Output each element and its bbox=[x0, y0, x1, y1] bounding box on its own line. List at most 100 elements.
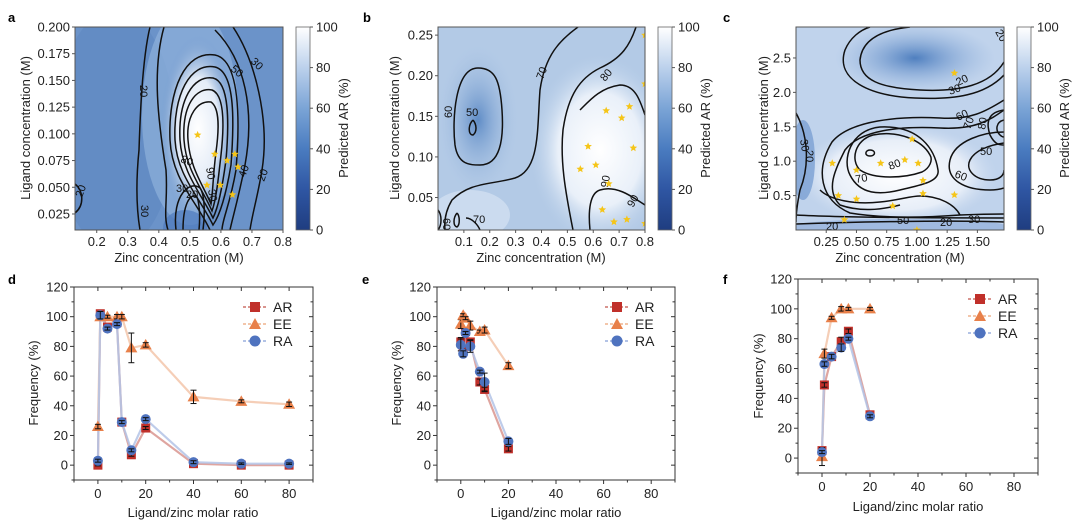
legend-label-ar: AR bbox=[635, 299, 654, 315]
contour-label: 20 bbox=[954, 73, 970, 89]
contour-label: 50 bbox=[897, 215, 909, 227]
heatmap-a: 20 20 30 30 30 50 80 90 40 20 30 20 bbox=[74, 27, 283, 230]
x-tick-label: 60 bbox=[596, 486, 610, 501]
legend-marker-ar bbox=[975, 294, 985, 304]
y-axis-label-b: Ligand concentration (M) bbox=[387, 56, 402, 200]
y-tick-label: 20 bbox=[778, 421, 792, 436]
x-tick-label: 0.8 bbox=[636, 234, 654, 249]
y-tick-label: 80 bbox=[778, 331, 792, 346]
contour-line bbox=[588, 188, 645, 230]
contour-line bbox=[796, 214, 1004, 219]
x-tick-label: 1.50 bbox=[965, 234, 990, 249]
contour-line bbox=[136, 27, 151, 230]
contour-line bbox=[179, 77, 229, 220]
y-tick-label: 100 bbox=[409, 309, 431, 324]
legend-marker-ra bbox=[611, 335, 623, 347]
x-tick-label: 0 bbox=[94, 486, 101, 501]
legend-label-ra: RA bbox=[273, 333, 293, 349]
y-tick-label: 0 bbox=[61, 458, 68, 473]
star-marker bbox=[919, 176, 927, 184]
star-marker bbox=[617, 113, 626, 122]
x-tick-label: 0.7 bbox=[243, 234, 261, 249]
contour-line bbox=[948, 131, 1004, 191]
y-tick-label: 40 bbox=[54, 398, 68, 413]
contour-label: 50 bbox=[466, 107, 478, 119]
axes-a: 0.2 0.3 0.4 0.5 0.6 0.7 0.8 0.025 0.050 0.075 0.10… bbox=[37, 20, 292, 250]
x-tick-label: 0.4 bbox=[150, 234, 168, 249]
contour-line bbox=[846, 126, 939, 194]
contour-label: 20 bbox=[74, 183, 89, 199]
star-marker bbox=[193, 130, 202, 139]
y-tick-label: 60 bbox=[54, 369, 68, 384]
contour-line bbox=[156, 27, 169, 230]
contour-line bbox=[579, 84, 645, 116]
star-marker bbox=[625, 102, 634, 110]
colorbar-tick-label: 0 bbox=[316, 223, 323, 238]
y-tick-label: 120 bbox=[409, 280, 431, 295]
star-marker bbox=[641, 219, 645, 227]
star-marker bbox=[834, 191, 843, 199]
x-tick-label: 40 bbox=[911, 479, 925, 494]
panel-label-c: c bbox=[723, 10, 730, 25]
legend-marker-ee bbox=[249, 318, 261, 329]
heatmap-c: 20 20 30 60 70 80 30 20 80 70 50 60 50 2… bbox=[796, 27, 1009, 230]
colorbar-c bbox=[1016, 26, 1032, 231]
contour-label: 90 bbox=[203, 166, 217, 180]
y-axis-label-e: Frequency (%) bbox=[389, 340, 404, 425]
x-axis-label-c: Zinc concentration (M) bbox=[835, 250, 964, 265]
contour-line bbox=[174, 65, 234, 227]
colorbar-tick-label: 0 bbox=[1037, 223, 1044, 238]
x-tick-label: 0 bbox=[818, 479, 825, 494]
y-tick-label: 0.050 bbox=[37, 180, 70, 195]
y-tick-label: 40 bbox=[417, 398, 431, 413]
colorbar-tick-label: 80 bbox=[678, 60, 692, 75]
y-tick-label: 0 bbox=[424, 458, 431, 473]
y-tick-label: 0.200 bbox=[37, 20, 70, 35]
contour-label: 20 bbox=[992, 28, 1009, 45]
x-tick-label: 20 bbox=[501, 486, 515, 501]
y-axis-label-f: Frequency (%) bbox=[751, 333, 766, 418]
contour-line bbox=[796, 220, 1004, 225]
contour-label: 80 bbox=[976, 116, 990, 130]
heatmap-low-region bbox=[835, 27, 995, 92]
contour-line bbox=[169, 53, 239, 230]
contour-label: 20 bbox=[186, 189, 198, 201]
star-marker bbox=[950, 190, 959, 199]
legend-marker-ra bbox=[974, 327, 986, 339]
x-tick-label: 0.7 bbox=[610, 234, 628, 249]
contour-line bbox=[75, 183, 83, 214]
legend-marker-ra bbox=[249, 335, 261, 347]
y-tick-label: 1.0 bbox=[773, 154, 791, 169]
colorbar-tick-label: 80 bbox=[316, 60, 330, 75]
contour-label: 30 bbox=[205, 188, 219, 202]
star-marker bbox=[203, 181, 211, 189]
heatmap-b: 60 50 70 80 90 90 70 60 bbox=[438, 27, 645, 230]
x-tick-label: 1.00 bbox=[904, 234, 929, 249]
x-tick-label: 0.50 bbox=[844, 234, 869, 249]
star-marker bbox=[876, 159, 885, 167]
contour-line bbox=[859, 27, 1004, 92]
series-line-ra bbox=[96, 310, 290, 465]
y-tick-label: 120 bbox=[770, 272, 792, 287]
star-marker bbox=[598, 205, 607, 213]
heatmap-peak-region bbox=[797, 125, 997, 225]
x-tick-label: 0.8 bbox=[274, 234, 292, 249]
star-marker bbox=[223, 156, 231, 164]
contour-line bbox=[831, 109, 1004, 211]
contour-label: 60 bbox=[443, 106, 455, 118]
contour-label: 60 bbox=[954, 108, 970, 124]
colorbar-tick-label: 100 bbox=[678, 20, 700, 35]
contour-label: 50 bbox=[980, 146, 992, 158]
panel-a: a 20 20 bbox=[8, 10, 351, 265]
colorbar-label-a: Predicted AR (%) bbox=[336, 78, 351, 178]
x-axis-label-f: Ligand/zinc molar ratio bbox=[853, 499, 984, 514]
x-tick-label: 0.6 bbox=[584, 234, 602, 249]
star-marker bbox=[641, 79, 645, 88]
y-tick-label: 0.025 bbox=[37, 206, 70, 221]
colorbar-tick-label: 0 bbox=[678, 223, 685, 238]
y-axis-label-a: Ligand concentration (M) bbox=[18, 56, 33, 200]
y-tick-label: 100 bbox=[46, 309, 68, 324]
